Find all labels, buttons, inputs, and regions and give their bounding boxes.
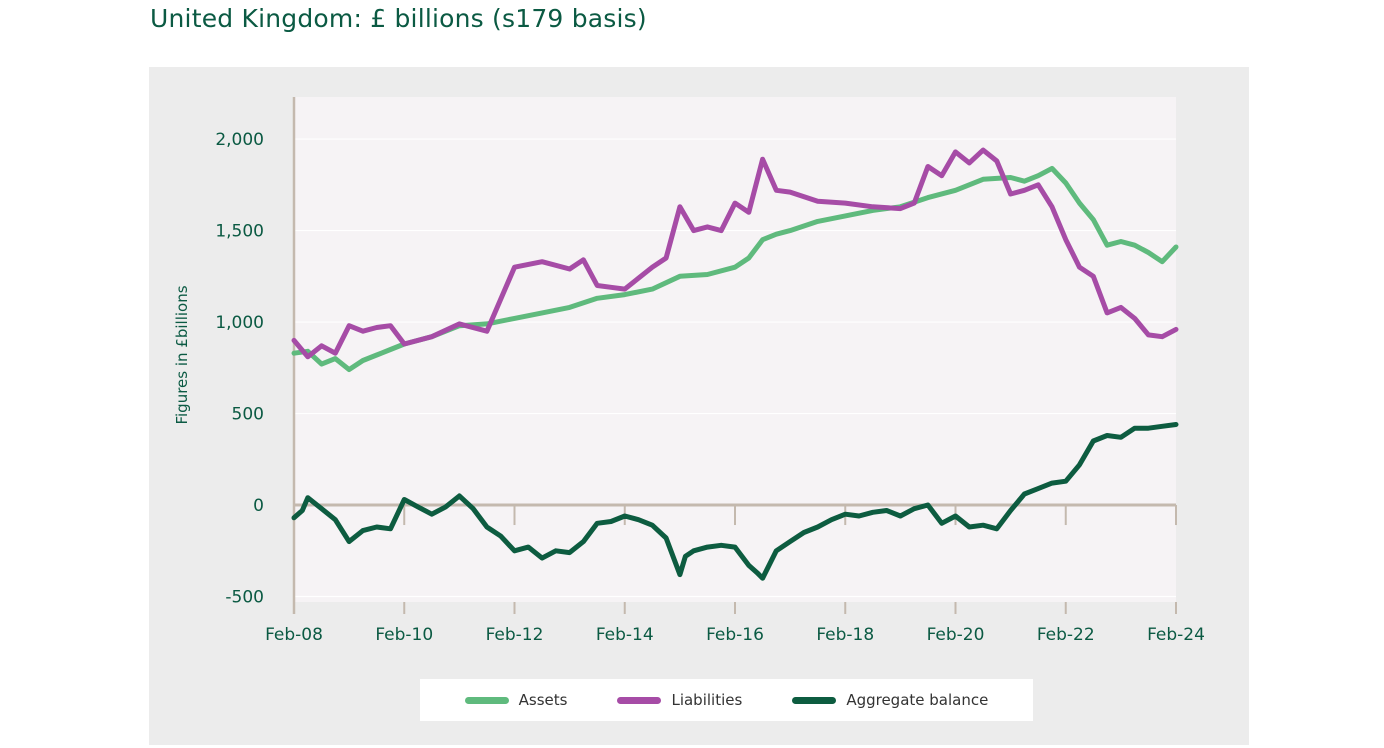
x-tick-label: Feb-08 [265, 625, 323, 645]
x-tick-label: Feb-12 [486, 625, 544, 645]
chart-panel: -500 0 500 1,000 1,500 2,000 Feb-08 Feb-10 Feb-… [149, 67, 1249, 745]
x-tick-label: Feb-22 [1037, 625, 1095, 645]
chart-title: United Kingdom: £ billions (s179 basis) [150, 4, 647, 33]
y-tick-label: 0 [253, 496, 264, 516]
series-lines [291, 147, 1179, 581]
aggregate-balance-line [291, 422, 1179, 581]
liabilities-line [291, 147, 1179, 360]
y-axis-label: Figures in £billions [173, 285, 191, 424]
x-tick-label: Feb-14 [596, 625, 654, 645]
x-axis-ticks: Feb-08 Feb-10 Feb-12 Feb-14 Feb-16 Feb-18 Feb-… [265, 505, 1205, 645]
x-tick-label: Feb-24 [1147, 625, 1205, 645]
y-tick-label: -500 [225, 588, 264, 608]
x-tick-label: Feb-10 [375, 625, 433, 645]
y-tick-label: 2,000 [215, 130, 264, 150]
legend-item-aggregate-balance: Aggregate balance [792, 691, 988, 709]
assets-swatch [464, 696, 509, 704]
y-tick-label: 1,000 [215, 313, 264, 333]
legend-label-aggregate-balance: Aggregate balance [846, 691, 989, 709]
x-tick-label: Feb-16 [706, 625, 764, 645]
legend: Assets Liabilities Aggregate balance [420, 679, 1033, 721]
assets-line [291, 165, 1179, 373]
x-tick-label: Feb-20 [927, 625, 985, 645]
liabilities-swatch [617, 696, 662, 704]
y-tick-label: 1,500 [215, 222, 264, 242]
x-tick-label: Feb-18 [816, 625, 874, 645]
aggregate-balance-swatch [792, 696, 837, 704]
y-tick-label: 500 [232, 405, 264, 425]
legend-label-assets: Assets [518, 691, 568, 709]
legend-item-assets: Assets [464, 691, 568, 709]
y-axis-ticks: -500 0 500 1,000 1,500 2,000 [215, 130, 264, 607]
gridlines [294, 138, 1176, 598]
legend-item-liabilities: Liabilities [617, 691, 742, 709]
legend-label-liabilities: Liabilities [671, 691, 743, 709]
